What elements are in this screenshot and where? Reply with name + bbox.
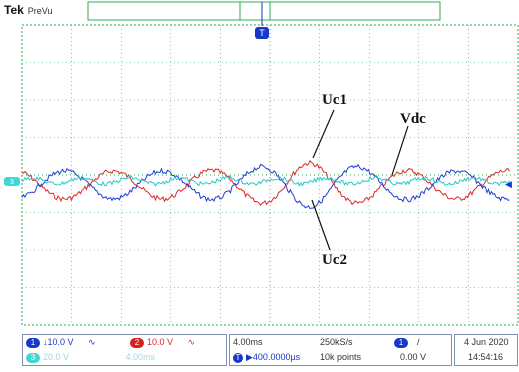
time-readout: 14:54:16 (468, 352, 504, 362)
channel-1-badge: 1 (26, 337, 40, 348)
record-view-bar[interactable] (87, 1, 441, 21)
uc2-trace (21, 159, 510, 206)
channel-2-scale: 10.0 V (147, 337, 174, 347)
record-view-window[interactable] (239, 1, 271, 21)
trigger-position-badge: T (233, 352, 243, 363)
horizontal-position-readout[interactable]: T ▶400.0000µs (233, 352, 300, 363)
brand-header: Tek PreVu (4, 3, 52, 17)
status-bar: 1 ↓10.0 V ∿ 2 10.0 V ∿ 3 20.0 V 4.00ms 4.00… (22, 334, 518, 366)
vdc-label: Vdc (400, 111, 426, 127)
vdc-arrow (391, 125, 409, 176)
channel-3-marker[interactable]: 3 (4, 177, 20, 186)
channel-3-readout[interactable]: 3 20.0 V 4.00ms (26, 352, 155, 363)
uc1-trace (21, 163, 510, 210)
channel-2-badge: 2 (130, 337, 144, 348)
trigger-marker-label: T (259, 28, 265, 38)
uc2-arrow (311, 199, 331, 251)
channel-2-coupling-icon: ∿ (187, 337, 196, 347)
channel-1-coupling-icon: ∿ (88, 337, 96, 347)
uc1-arrow (312, 109, 335, 159)
uc2-label: Uc2 (322, 252, 347, 268)
acquisition-mode: PreVu (27, 6, 53, 16)
record-length: 10k points (320, 352, 362, 362)
channel-3-badge: 3 (26, 352, 40, 363)
graticule-grid (22, 25, 518, 325)
vdc-trace (21, 175, 510, 187)
channel-2-readout[interactable]: 2 10.0 V ∿ (130, 337, 195, 348)
trigger-source[interactable]: 1/ (394, 337, 420, 348)
timebase-readout[interactable]: 4.00ms (233, 337, 263, 347)
brand-logo: Tek (4, 3, 24, 17)
status-bar-frame (22, 334, 518, 366)
trigger-position-marker[interactable]: T (255, 2, 269, 39)
channel-3-extra: 4.00ms (125, 352, 156, 362)
trigger-source-badge: 1 (394, 337, 408, 348)
trigger-level[interactable]: 0.00 V (400, 352, 427, 362)
horizontal-position-value: ▶400.0000µs (246, 352, 301, 362)
channel-3-scale: 20.0 V (43, 352, 70, 362)
uc1-label: Uc1 (322, 92, 347, 108)
date-readout: 4 Jun 2020 (464, 337, 509, 347)
trigger-level-marker[interactable]: ◀ (505, 179, 512, 189)
trigger-slope-icon: / (417, 337, 420, 347)
channel-marker-label: 3 (10, 179, 14, 186)
channel-1-scale: ↓10.0 V (43, 337, 74, 347)
channel-1-readout[interactable]: 1 ↓10.0 V ∿ (26, 337, 96, 348)
sample-rate: 250kS/s (320, 337, 353, 347)
